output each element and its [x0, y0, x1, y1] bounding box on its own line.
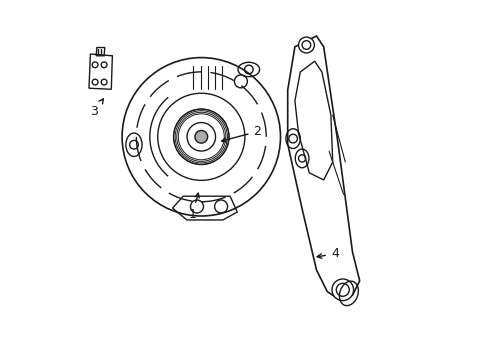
Circle shape	[331, 279, 353, 301]
Circle shape	[298, 37, 314, 53]
Text: 3: 3	[90, 99, 103, 118]
Text: 4: 4	[317, 247, 338, 260]
Text: 1: 1	[188, 193, 199, 221]
Circle shape	[195, 130, 207, 143]
Text: 2: 2	[221, 125, 261, 142]
